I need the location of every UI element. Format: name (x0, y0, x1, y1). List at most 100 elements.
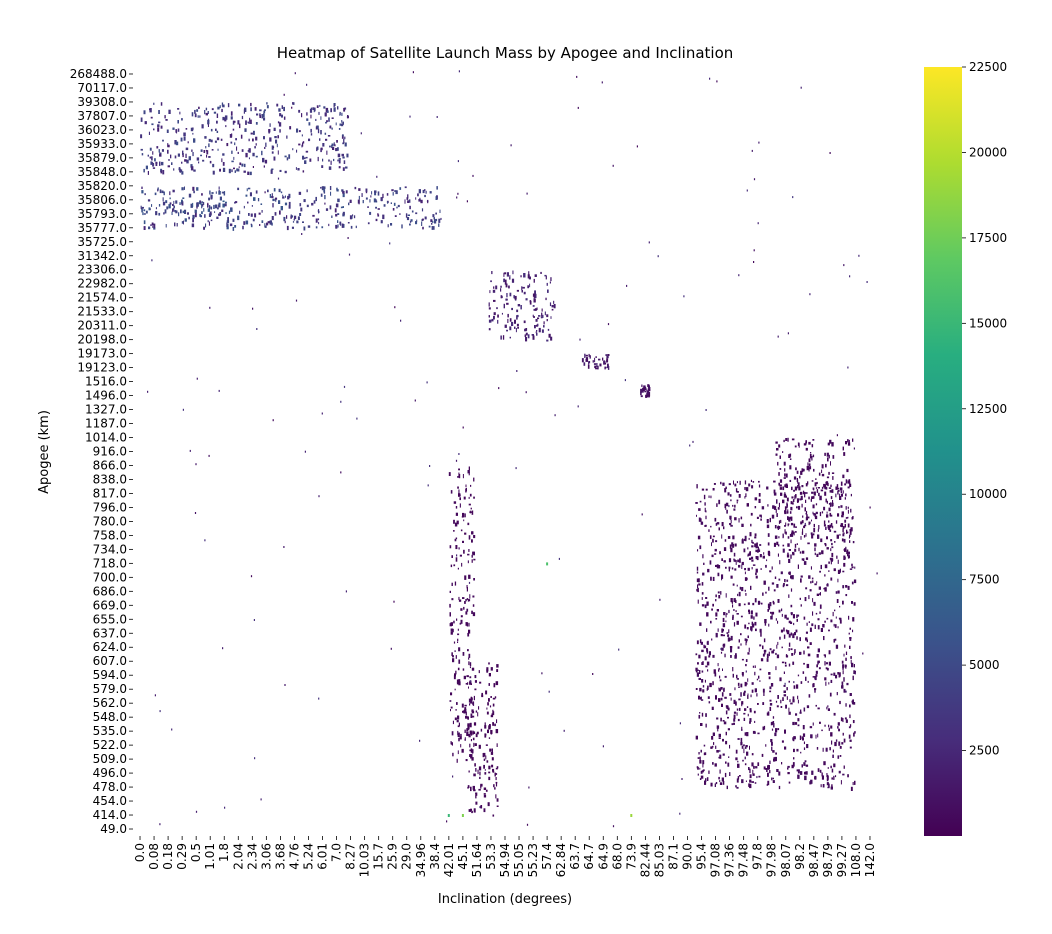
heatmap-cell (209, 205, 210, 209)
heatmap-cell (285, 196, 286, 198)
heatmap-cell (251, 133, 253, 135)
heatmap-cell (841, 523, 842, 525)
heatmap-cell (777, 728, 779, 730)
heatmap-cell (797, 775, 799, 779)
heatmap-cell (475, 802, 477, 805)
x-tick-label: 97.98 (765, 843, 779, 877)
heatmap-cell (715, 612, 717, 616)
y-tick-label: 718.0 (93, 556, 127, 570)
heatmap-cell (197, 157, 199, 160)
heatmap-cell (717, 725, 719, 728)
heatmap-cell (847, 517, 848, 519)
heatmap-cell (798, 482, 800, 486)
heatmap-cell (854, 580, 856, 584)
heatmap-cell (744, 549, 746, 553)
heatmap-cell (504, 272, 506, 274)
heatmap-cell (759, 680, 760, 682)
heatmap-cell (242, 116, 243, 119)
heatmap-cell (204, 214, 206, 218)
heatmap-cell (741, 565, 742, 570)
x-tick-label: 97.36 (723, 843, 737, 877)
heatmap-cell (261, 151, 262, 155)
heatmap-cell (858, 255, 859, 257)
x-tick-label: 98.47 (807, 843, 821, 877)
heatmap-cell (823, 784, 825, 788)
heatmap-cell (822, 474, 824, 476)
heatmap-cell (830, 693, 832, 697)
heatmap-cell (464, 513, 465, 517)
heatmap-cell (715, 599, 716, 601)
heatmap-cell (464, 676, 466, 679)
heatmap-cell (778, 336, 779, 338)
heatmap-cell (837, 513, 839, 516)
heatmap-cell (809, 621, 810, 623)
heatmap-cell (787, 766, 789, 768)
heatmap-cell (849, 440, 850, 443)
heatmap-cell (547, 319, 548, 321)
x-tick-label: 108.0 (849, 843, 863, 877)
heatmap-cell (436, 196, 437, 200)
heatmap-cell (729, 558, 731, 562)
heatmap-cell (454, 642, 455, 644)
heatmap-cell (186, 128, 188, 130)
heatmap-cell (468, 661, 469, 665)
x-tick-label: 3.68 (273, 843, 287, 870)
heatmap-cell (784, 635, 785, 639)
heatmap-cell (748, 623, 749, 625)
heatmap-cell (695, 502, 698, 504)
heatmap-cell (833, 764, 835, 768)
heatmap-cell (794, 685, 796, 689)
heatmap-cell (198, 115, 199, 118)
heatmap-cell (243, 221, 245, 225)
heatmap-cell (478, 789, 480, 791)
heatmap-cell (219, 212, 221, 215)
heatmap-cell (493, 290, 495, 293)
heatmap-cell (486, 744, 488, 746)
heatmap-cell (206, 150, 207, 152)
heatmap-cell (467, 633, 469, 637)
heatmap-cell (765, 744, 766, 747)
heatmap-cell (839, 771, 841, 774)
heatmap-cell (717, 522, 720, 524)
heatmap-cell (292, 148, 293, 150)
heatmap-cell (172, 212, 173, 215)
heatmap-cell (705, 713, 707, 717)
heatmap-cell (461, 530, 463, 532)
heatmap-cell (586, 359, 589, 362)
heatmap-cell (141, 118, 143, 122)
heatmap-cell (599, 364, 601, 367)
heatmap-cell (286, 215, 287, 219)
heatmap-cell (509, 275, 510, 279)
heatmap-cell (779, 786, 780, 789)
heatmap-cell (748, 484, 750, 487)
heatmap-cell (246, 221, 249, 225)
heatmap-cell (405, 186, 407, 188)
heatmap-cell (211, 140, 213, 143)
heatmap-cell (484, 772, 486, 775)
heatmap-cell (181, 203, 183, 205)
heatmap-cell (494, 683, 496, 687)
heatmap-cell (827, 668, 829, 671)
heatmap-cell (282, 195, 283, 197)
heatmap-cell (279, 211, 281, 215)
heatmap-cell (458, 725, 460, 727)
heatmap-cell (507, 314, 509, 318)
heatmap-cell (707, 569, 709, 572)
heatmap-cell (852, 617, 854, 621)
heatmap-cell (456, 538, 457, 540)
heatmap-cell (202, 124, 204, 128)
heatmap-cell (321, 165, 323, 168)
heatmap-cell (830, 513, 832, 516)
heatmap-cell (778, 536, 779, 538)
heatmap-cell (831, 560, 832, 564)
heatmap-cell (777, 655, 779, 659)
heatmap-cell (233, 219, 235, 222)
heatmap-cell (458, 629, 459, 631)
heatmap-cell (849, 540, 850, 543)
heatmap-cell (683, 295, 684, 297)
heatmap-cell (485, 691, 487, 695)
heatmap-cell (205, 146, 206, 148)
heatmap-cell (824, 621, 826, 623)
x-tick-label: 57.4 (540, 843, 554, 870)
